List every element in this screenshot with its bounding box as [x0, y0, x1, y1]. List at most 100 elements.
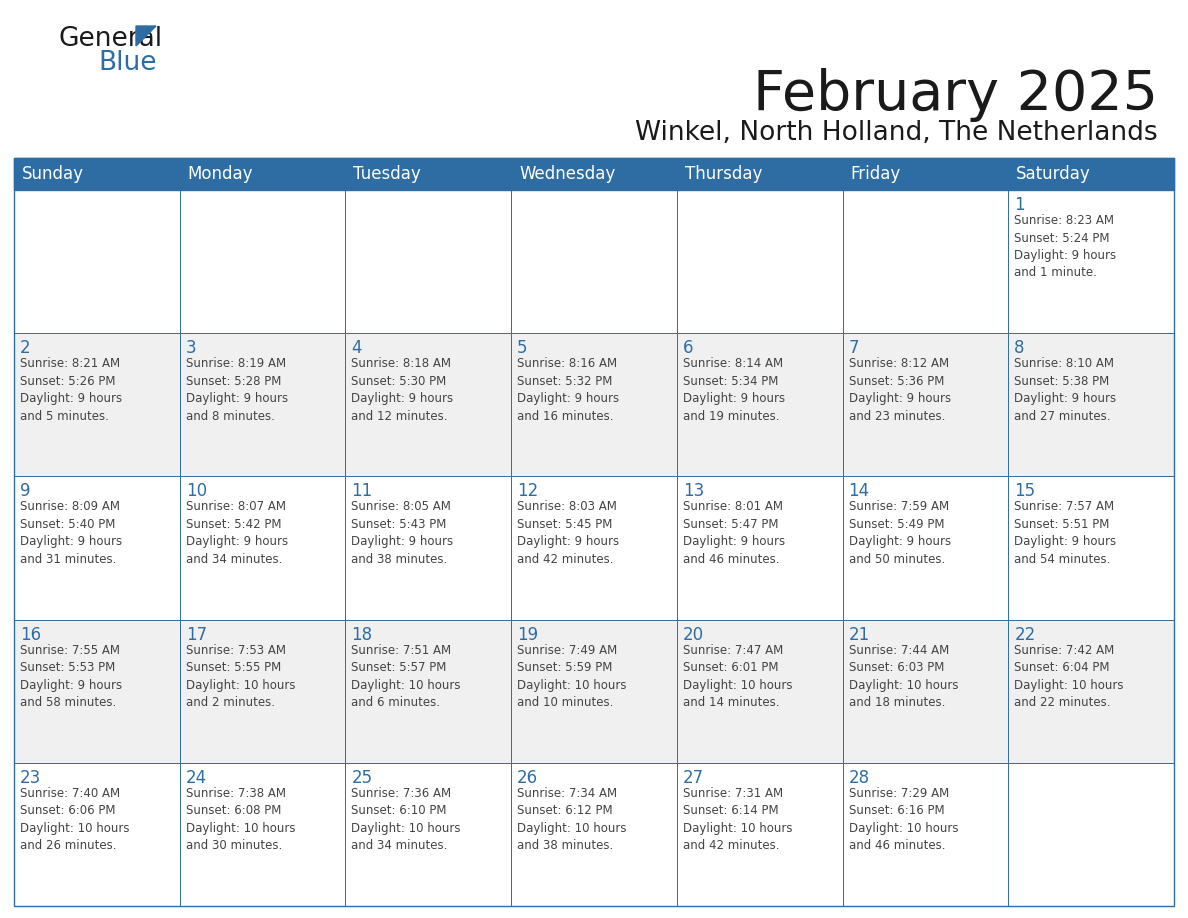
Text: Sunrise: 8:23 AM
Sunset: 5:24 PM
Daylight: 9 hours
and 1 minute.: Sunrise: 8:23 AM Sunset: 5:24 PM Dayligh…	[1015, 214, 1117, 279]
Text: 23: 23	[20, 768, 42, 787]
Text: Sunrise: 8:09 AM
Sunset: 5:40 PM
Daylight: 9 hours
and 31 minutes.: Sunrise: 8:09 AM Sunset: 5:40 PM Dayligh…	[20, 500, 122, 565]
Text: 20: 20	[683, 625, 704, 644]
Bar	[677, 190, 842, 333]
Text: Sunrise: 8:03 AM
Sunset: 5:45 PM
Daylight: 9 hours
and 42 minutes.: Sunrise: 8:03 AM Sunset: 5:45 PM Dayligh…	[517, 500, 619, 565]
Text: 11: 11	[352, 482, 373, 500]
Text: 12: 12	[517, 482, 538, 500]
Text: 13: 13	[683, 482, 704, 500]
Text: 2: 2	[20, 339, 31, 357]
Text: Wednesday: Wednesday	[519, 165, 615, 183]
Bar	[842, 333, 1009, 476]
Bar	[179, 763, 346, 906]
Text: 24: 24	[185, 768, 207, 787]
Bar	[677, 333, 842, 476]
Text: Sunrise: 8:12 AM
Sunset: 5:36 PM
Daylight: 9 hours
and 23 minutes.: Sunrise: 8:12 AM Sunset: 5:36 PM Dayligh…	[848, 357, 950, 422]
Bar	[842, 476, 1009, 620]
Text: Sunrise: 7:49 AM
Sunset: 5:59 PM
Daylight: 10 hours
and 10 minutes.: Sunrise: 7:49 AM Sunset: 5:59 PM Dayligh…	[517, 644, 626, 709]
Bar	[511, 620, 677, 763]
Text: Saturday: Saturday	[1016, 165, 1091, 183]
Bar	[179, 333, 346, 476]
Text: Sunrise: 7:29 AM
Sunset: 6:16 PM
Daylight: 10 hours
and 46 minutes.: Sunrise: 7:29 AM Sunset: 6:16 PM Dayligh…	[848, 787, 958, 852]
Text: 21: 21	[848, 625, 870, 644]
Text: Sunrise: 8:18 AM
Sunset: 5:30 PM
Daylight: 9 hours
and 12 minutes.: Sunrise: 8:18 AM Sunset: 5:30 PM Dayligh…	[352, 357, 454, 422]
Text: Sunrise: 8:01 AM
Sunset: 5:47 PM
Daylight: 9 hours
and 46 minutes.: Sunrise: 8:01 AM Sunset: 5:47 PM Dayligh…	[683, 500, 785, 565]
Bar	[677, 476, 842, 620]
Bar	[677, 763, 842, 906]
Text: 6: 6	[683, 339, 694, 357]
Bar	[1009, 620, 1174, 763]
Text: Sunday: Sunday	[23, 165, 84, 183]
Text: 14: 14	[848, 482, 870, 500]
Bar	[1009, 476, 1174, 620]
Text: 16: 16	[20, 625, 42, 644]
Bar	[14, 158, 1174, 906]
Bar	[511, 190, 677, 333]
Text: 7: 7	[848, 339, 859, 357]
Text: Thursday: Thursday	[684, 165, 763, 183]
Bar	[346, 476, 511, 620]
Text: 19: 19	[517, 625, 538, 644]
Text: Blue: Blue	[97, 50, 157, 76]
Bar	[14, 620, 179, 763]
Text: Sunrise: 7:55 AM
Sunset: 5:53 PM
Daylight: 9 hours
and 58 minutes.: Sunrise: 7:55 AM Sunset: 5:53 PM Dayligh…	[20, 644, 122, 709]
Bar	[511, 476, 677, 620]
Text: Sunrise: 8:07 AM
Sunset: 5:42 PM
Daylight: 9 hours
and 34 minutes.: Sunrise: 8:07 AM Sunset: 5:42 PM Dayligh…	[185, 500, 287, 565]
Text: 9: 9	[20, 482, 31, 500]
Bar	[14, 476, 179, 620]
Text: Sunrise: 7:51 AM
Sunset: 5:57 PM
Daylight: 10 hours
and 6 minutes.: Sunrise: 7:51 AM Sunset: 5:57 PM Dayligh…	[352, 644, 461, 709]
Text: 25: 25	[352, 768, 373, 787]
Bar	[511, 333, 677, 476]
Bar	[179, 190, 346, 333]
Text: 4: 4	[352, 339, 362, 357]
Text: General: General	[58, 26, 162, 52]
Text: Sunrise: 8:16 AM
Sunset: 5:32 PM
Daylight: 9 hours
and 16 minutes.: Sunrise: 8:16 AM Sunset: 5:32 PM Dayligh…	[517, 357, 619, 422]
Bar	[346, 333, 511, 476]
Text: 27: 27	[683, 768, 704, 787]
Bar	[179, 620, 346, 763]
Bar	[842, 190, 1009, 333]
Bar	[14, 190, 179, 333]
Text: Sunrise: 8:21 AM
Sunset: 5:26 PM
Daylight: 9 hours
and 5 minutes.: Sunrise: 8:21 AM Sunset: 5:26 PM Dayligh…	[20, 357, 122, 422]
Text: Sunrise: 8:14 AM
Sunset: 5:34 PM
Daylight: 9 hours
and 19 minutes.: Sunrise: 8:14 AM Sunset: 5:34 PM Dayligh…	[683, 357, 785, 422]
Text: Sunrise: 7:57 AM
Sunset: 5:51 PM
Daylight: 9 hours
and 54 minutes.: Sunrise: 7:57 AM Sunset: 5:51 PM Dayligh…	[1015, 500, 1117, 565]
Text: 5: 5	[517, 339, 527, 357]
Text: Tuesday: Tuesday	[353, 165, 422, 183]
Text: Sunrise: 7:34 AM
Sunset: 6:12 PM
Daylight: 10 hours
and 38 minutes.: Sunrise: 7:34 AM Sunset: 6:12 PM Dayligh…	[517, 787, 626, 852]
Text: 28: 28	[848, 768, 870, 787]
Text: 26: 26	[517, 768, 538, 787]
Bar	[842, 763, 1009, 906]
Text: Sunrise: 7:53 AM
Sunset: 5:55 PM
Daylight: 10 hours
and 2 minutes.: Sunrise: 7:53 AM Sunset: 5:55 PM Dayligh…	[185, 644, 295, 709]
Text: 10: 10	[185, 482, 207, 500]
Text: Sunrise: 7:38 AM
Sunset: 6:08 PM
Daylight: 10 hours
and 30 minutes.: Sunrise: 7:38 AM Sunset: 6:08 PM Dayligh…	[185, 787, 295, 852]
Text: 3: 3	[185, 339, 196, 357]
Text: February 2025: February 2025	[753, 68, 1158, 122]
Polygon shape	[135, 26, 156, 46]
Text: 8: 8	[1015, 339, 1025, 357]
Text: Friday: Friday	[851, 165, 901, 183]
Bar	[14, 333, 179, 476]
Bar	[346, 763, 511, 906]
Bar	[1009, 190, 1174, 333]
Bar	[179, 476, 346, 620]
Bar	[1009, 333, 1174, 476]
Bar	[842, 620, 1009, 763]
Text: 22: 22	[1015, 625, 1036, 644]
Bar	[14, 763, 179, 906]
Text: Sunrise: 7:47 AM
Sunset: 6:01 PM
Daylight: 10 hours
and 14 minutes.: Sunrise: 7:47 AM Sunset: 6:01 PM Dayligh…	[683, 644, 792, 709]
Text: Winkel, North Holland, The Netherlands: Winkel, North Holland, The Netherlands	[636, 120, 1158, 146]
Text: Monday: Monday	[188, 165, 253, 183]
Text: Sunrise: 7:31 AM
Sunset: 6:14 PM
Daylight: 10 hours
and 42 minutes.: Sunrise: 7:31 AM Sunset: 6:14 PM Dayligh…	[683, 787, 792, 852]
Text: 15: 15	[1015, 482, 1036, 500]
Bar	[511, 763, 677, 906]
Bar	[677, 620, 842, 763]
Text: Sunrise: 7:36 AM
Sunset: 6:10 PM
Daylight: 10 hours
and 34 minutes.: Sunrise: 7:36 AM Sunset: 6:10 PM Dayligh…	[352, 787, 461, 852]
Text: Sunrise: 7:59 AM
Sunset: 5:49 PM
Daylight: 9 hours
and 50 minutes.: Sunrise: 7:59 AM Sunset: 5:49 PM Dayligh…	[848, 500, 950, 565]
Text: Sunrise: 8:05 AM
Sunset: 5:43 PM
Daylight: 9 hours
and 38 minutes.: Sunrise: 8:05 AM Sunset: 5:43 PM Dayligh…	[352, 500, 454, 565]
Text: Sunrise: 8:10 AM
Sunset: 5:38 PM
Daylight: 9 hours
and 27 minutes.: Sunrise: 8:10 AM Sunset: 5:38 PM Dayligh…	[1015, 357, 1117, 422]
Text: Sunrise: 7:44 AM
Sunset: 6:03 PM
Daylight: 10 hours
and 18 minutes.: Sunrise: 7:44 AM Sunset: 6:03 PM Dayligh…	[848, 644, 958, 709]
Text: Sunrise: 8:19 AM
Sunset: 5:28 PM
Daylight: 9 hours
and 8 minutes.: Sunrise: 8:19 AM Sunset: 5:28 PM Dayligh…	[185, 357, 287, 422]
Text: 1: 1	[1015, 196, 1025, 214]
Text: 18: 18	[352, 625, 373, 644]
Bar	[346, 620, 511, 763]
Text: 17: 17	[185, 625, 207, 644]
